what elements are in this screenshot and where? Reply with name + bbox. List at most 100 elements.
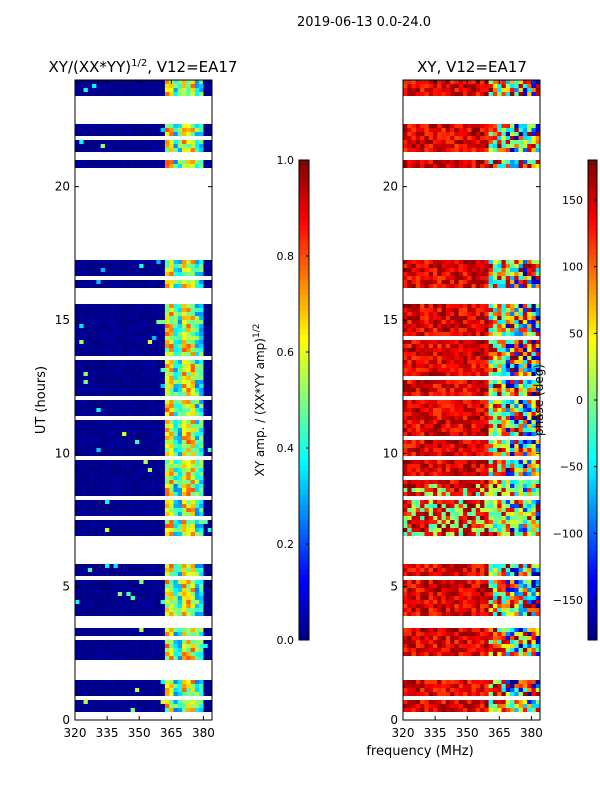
heatmap-cell	[199, 460, 204, 465]
heatmap-cell	[104, 568, 110, 573]
heatmap-cell	[177, 324, 183, 329]
heatmap-cell	[87, 632, 93, 637]
heatmap-cell	[190, 600, 196, 605]
heatmap-cell	[190, 648, 196, 653]
heatmap-cell	[505, 144, 511, 149]
heatmap-cell	[450, 124, 455, 129]
heatmap-cell	[522, 84, 528, 89]
heatmap-cell	[458, 328, 464, 333]
heatmap-cell	[203, 144, 209, 149]
heatmap-cell	[122, 344, 127, 349]
heatmap-cell	[458, 128, 464, 133]
heatmap-cell	[92, 124, 97, 129]
heatmap-cell	[182, 160, 187, 165]
heatmap-cell	[501, 308, 507, 313]
heatmap-cell	[484, 328, 489, 333]
heatmap-cell	[96, 480, 101, 485]
heatmap-cell	[475, 136, 481, 141]
heatmap-cell	[169, 608, 174, 613]
heatmap-cell	[113, 532, 119, 537]
heatmap-cell	[143, 448, 149, 453]
heatmap-cell	[203, 528, 209, 533]
heatmap-cell	[75, 504, 80, 509]
heatmap-cell	[454, 412, 459, 417]
heatmap-cell	[420, 332, 425, 337]
heatmap-cell	[92, 644, 97, 649]
heatmap-cell	[79, 360, 84, 365]
heatmap-cell	[79, 144, 84, 149]
heatmap-cell	[527, 372, 532, 377]
heatmap-cell	[100, 580, 106, 585]
heatmap-cell	[411, 352, 417, 357]
heatmap-cell	[207, 260, 213, 265]
heatmap-cell	[424, 348, 429, 353]
heatmap-cell	[415, 412, 421, 417]
heatmap-cell	[186, 532, 191, 537]
heatmap-cell	[207, 444, 213, 449]
heatmap-cell	[96, 568, 101, 573]
heatmap-cell	[207, 468, 213, 473]
heatmap-cell	[126, 332, 131, 337]
heatmap-cell	[104, 440, 110, 445]
heatmap-cell	[492, 312, 498, 317]
heatmap-cell	[173, 512, 179, 517]
heatmap-cell	[488, 388, 494, 393]
heatmap-cell	[420, 368, 425, 373]
heatmap-cell	[480, 268, 485, 273]
heatmap-cell	[505, 332, 511, 337]
heatmap-cell	[169, 476, 174, 481]
heatmap-cell	[152, 316, 157, 321]
heatmap-cell	[87, 608, 93, 613]
heatmap-cell	[420, 380, 425, 385]
heatmap-cell	[160, 644, 166, 649]
heatmap-cell	[497, 280, 502, 285]
heatmap-cell	[505, 404, 511, 409]
heatmap-cell	[122, 508, 127, 513]
heatmap-cell	[139, 592, 144, 597]
heatmap-cell	[92, 336, 97, 341]
heatmap-cell	[134, 308, 140, 313]
heatmap-cell	[152, 532, 157, 537]
heatmap-cell	[182, 424, 187, 429]
heatmap-cell	[488, 320, 494, 325]
heatmap-cell	[160, 532, 166, 537]
heatmap-cell	[147, 328, 153, 333]
heatmap-cell	[134, 448, 140, 453]
heatmap-cell	[186, 132, 191, 137]
heatmap-cell	[96, 588, 101, 593]
heatmap-cell	[186, 452, 191, 457]
heatmap-cell	[139, 444, 144, 449]
heatmap-cell	[117, 128, 123, 133]
heatmap-cell	[113, 372, 119, 377]
heatmap-cell	[454, 92, 459, 97]
heatmap-cell	[143, 164, 149, 169]
heatmap-cell	[492, 428, 498, 433]
heatmap-cell	[527, 444, 532, 449]
heatmap-cell	[156, 476, 161, 481]
heatmap-cell	[420, 136, 425, 141]
heatmap-cell	[139, 424, 144, 429]
heatmap-cell	[403, 264, 408, 269]
heatmap-cell	[203, 284, 209, 289]
heatmap-cell	[514, 160, 519, 165]
heatmap-cell	[441, 316, 447, 321]
colorbar-band	[299, 310, 309, 316]
heatmap-cell	[437, 400, 442, 405]
heatmap-cell	[92, 708, 97, 713]
heatmap-cell	[156, 568, 161, 573]
heatmap-cell	[117, 144, 123, 149]
heatmap-cell	[522, 280, 528, 285]
heatmap-cell	[169, 84, 174, 89]
heatmap-cell	[190, 332, 196, 337]
heatmap-cell	[186, 564, 191, 569]
heatmap-cell	[186, 448, 191, 453]
heatmap-cell	[126, 328, 131, 333]
heatmap-cell	[75, 384, 80, 389]
heatmap-cell	[510, 444, 515, 449]
heatmap-cell	[134, 512, 140, 517]
heatmap-cell	[156, 564, 161, 569]
heatmap-cell	[79, 92, 84, 97]
heatmap-cell	[199, 564, 204, 569]
heatmap-cell	[117, 336, 123, 341]
